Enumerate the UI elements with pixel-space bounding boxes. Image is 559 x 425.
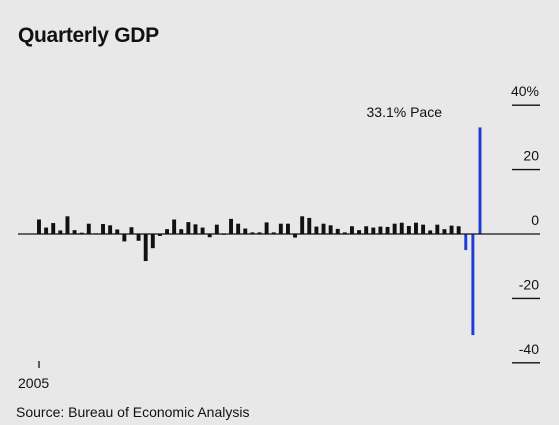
- bar-2018-q2: [414, 222, 418, 234]
- bar-2011-q4: [229, 218, 233, 234]
- bar-2010-q3: [193, 224, 198, 234]
- bar-2013-q1: [264, 222, 269, 234]
- bar-2007-q2: [101, 224, 105, 234]
- bar-2015-q1: [321, 223, 326, 234]
- bar-2017-q1: [378, 226, 383, 234]
- bar-2010-q2: [186, 222, 191, 234]
- bar-2017-q4: [399, 222, 404, 234]
- bar-2017-q3: [392, 223, 397, 234]
- bar-2010-q1: [179, 229, 184, 234]
- x-tick-label: 2005: [18, 375, 49, 391]
- bar-2005-q3: [51, 223, 56, 234]
- bar-2008-q2: [129, 227, 134, 234]
- bar-2016-q3: [364, 226, 369, 234]
- bar-2009-q2: [157, 234, 162, 236]
- chart-title: Quarterly GDP: [18, 24, 159, 47]
- bar-2015-q4: [342, 232, 347, 234]
- bar-2010-q4: [200, 227, 205, 234]
- bar-2006-q2: [72, 230, 77, 234]
- bar-2019-q4: [456, 226, 461, 234]
- bar-2018-q4: [428, 230, 433, 234]
- bar-2015-q2: [328, 225, 333, 234]
- bar-2009-q3: [165, 229, 169, 234]
- bar-2012-q4: [257, 232, 262, 234]
- bar-2011-q1: [207, 234, 212, 238]
- bar-2006-q4: [86, 223, 91, 234]
- bar-2005-q4: [58, 230, 63, 234]
- bar-2013-q2: [271, 232, 276, 234]
- bar-2014-q3: [307, 217, 312, 234]
- bar-2005-q1: [37, 219, 41, 234]
- bar-2007-q3: [108, 225, 113, 234]
- bar-2013-q4: [286, 223, 290, 234]
- bar-2008-q1: [122, 234, 127, 242]
- bar-2012-q1: [236, 223, 241, 234]
- bar-2014-q4: [314, 226, 319, 234]
- bar-2005-q2: [44, 227, 49, 234]
- bar-2009-q1: [150, 234, 155, 249]
- bar-2019-q3: [449, 225, 454, 234]
- annotation-label: 33.1% Pace: [367, 104, 443, 120]
- bar-2016-q4: [371, 227, 376, 234]
- bar-2015-q3: [335, 228, 340, 234]
- bar-2020-q2: [471, 234, 475, 336]
- y-tick-label: -40: [519, 341, 539, 357]
- bar-2019-q1: [435, 224, 440, 234]
- y-tick-label: 40%: [511, 83, 539, 99]
- bar-2020-q3: [478, 127, 482, 234]
- bar-2019-q2: [442, 229, 447, 234]
- bar-2018-q3: [421, 224, 426, 234]
- bar-2008-q3: [136, 234, 141, 241]
- bar-2020-q1: [464, 234, 468, 251]
- bar-2008-q4: [143, 234, 148, 262]
- bar-2017-q2: [385, 226, 390, 234]
- chart-source: Source: Bureau of Economic Analysis: [16, 404, 250, 420]
- bar-2007-q4: [115, 229, 120, 234]
- bar-2014-q1: [293, 234, 298, 238]
- bar-2016-q1: [350, 226, 354, 234]
- bar-2018-q1: [406, 225, 411, 234]
- bar-2012-q2: [243, 228, 248, 234]
- bar-2006-q1: [65, 216, 70, 234]
- bar-2016-q2: [357, 230, 362, 234]
- y-tick-label: 0: [531, 212, 539, 228]
- bar-2013-q3: [278, 223, 283, 234]
- bar-2012-q3: [250, 232, 255, 234]
- bar-2014-q2: [300, 216, 305, 234]
- bar-2009-q4: [172, 219, 177, 234]
- y-tick-label: -20: [519, 276, 539, 292]
- bar-2011-q2: [214, 224, 219, 234]
- y-tick-label: 20: [523, 148, 539, 164]
